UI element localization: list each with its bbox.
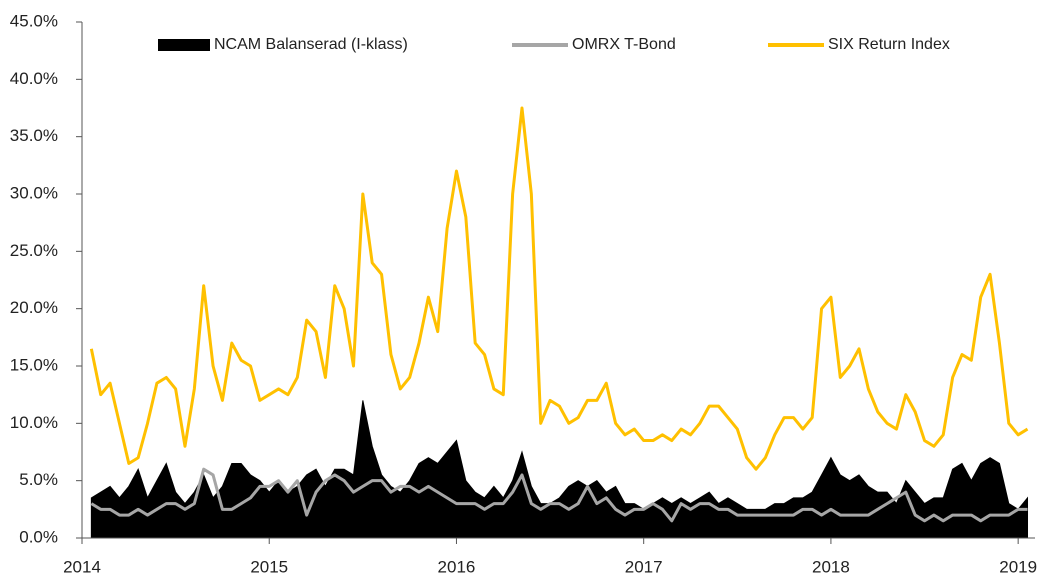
x-tick-label: 2014 <box>63 557 101 576</box>
y-tick-label: 30.0% <box>10 183 58 202</box>
y-tick-label: 25.0% <box>10 241 58 260</box>
y-tick-label: 0.0% <box>19 527 58 546</box>
y-tick-label: 10.0% <box>10 413 58 432</box>
line <box>89 106 1029 471</box>
y-tick-label: 5.0% <box>19 470 58 489</box>
legend-label: OMRX T-Bond <box>572 36 676 53</box>
y-tick-label: 20.0% <box>10 298 58 317</box>
x-tick-label: 2016 <box>438 557 476 576</box>
line <box>90 467 1028 523</box>
y-tick-label: 35.0% <box>10 126 58 145</box>
legend-label: NCAM Balanserad (I-klass) <box>214 36 408 53</box>
y-tick-label: 45.0% <box>10 11 58 30</box>
y-tick-label: 15.0% <box>10 355 58 374</box>
x-tick-label: 2017 <box>625 557 663 576</box>
x-tick-label: 2015 <box>250 557 288 576</box>
area <box>90 400 1029 539</box>
legend-swatch <box>158 39 210 51</box>
y-tick-label: 40.0% <box>10 69 58 88</box>
legend-label: SIX Return Index <box>828 36 950 53</box>
x-tick-label: 2019 <box>999 557 1037 576</box>
x-tick-label: 2018 <box>812 557 850 576</box>
